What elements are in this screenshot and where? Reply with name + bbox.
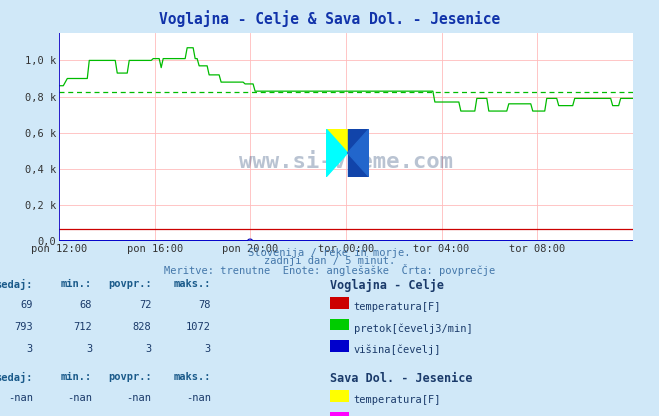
Text: temperatura[F]: temperatura[F]: [354, 302, 442, 312]
Text: 3: 3: [205, 344, 211, 354]
Text: zadnji dan / 5 minut.: zadnji dan / 5 minut.: [264, 256, 395, 266]
Text: Meritve: trenutne  Enote: anglešaške  Črta: povprečje: Meritve: trenutne Enote: anglešaške Črta…: [164, 264, 495, 276]
Polygon shape: [326, 129, 348, 177]
Text: Voglajna - Celje & Sava Dol. - Jesenice: Voglajna - Celje & Sava Dol. - Jesenice: [159, 10, 500, 27]
Text: -nan: -nan: [67, 394, 92, 404]
Text: -nan: -nan: [127, 415, 152, 416]
Text: temperatura[F]: temperatura[F]: [354, 395, 442, 405]
Polygon shape: [348, 129, 369, 177]
Text: 3: 3: [27, 344, 33, 354]
Polygon shape: [348, 129, 369, 177]
Text: 3: 3: [86, 344, 92, 354]
Text: sedaj:: sedaj:: [0, 372, 33, 383]
Text: -nan: -nan: [127, 394, 152, 404]
Text: 828: 828: [133, 322, 152, 332]
Text: Voglajna - Celje: Voglajna - Celje: [330, 279, 444, 292]
Text: 69: 69: [20, 300, 33, 310]
Text: povpr.:: povpr.:: [108, 279, 152, 289]
Text: pretok[čevelj3/min]: pretok[čevelj3/min]: [354, 323, 473, 334]
Text: 712: 712: [74, 322, 92, 332]
Text: maks.:: maks.:: [173, 279, 211, 289]
Text: -nan: -nan: [186, 394, 211, 404]
Text: 68: 68: [80, 300, 92, 310]
Text: 72: 72: [139, 300, 152, 310]
Text: maks.:: maks.:: [173, 372, 211, 382]
Text: Sava Dol. - Jesenice: Sava Dol. - Jesenice: [330, 372, 472, 385]
Text: min.:: min.:: [61, 279, 92, 289]
Text: 1072: 1072: [186, 322, 211, 332]
Text: -nan: -nan: [67, 415, 92, 416]
Text: Slovenija / reke in morje.: Slovenija / reke in morje.: [248, 248, 411, 258]
Text: www.si-vreme.com: www.si-vreme.com: [239, 152, 453, 172]
Text: sedaj:: sedaj:: [0, 279, 33, 290]
Text: višina[čevelj]: višina[čevelj]: [354, 345, 442, 355]
Text: 78: 78: [198, 300, 211, 310]
Bar: [326, 129, 348, 153]
Text: 793: 793: [14, 322, 33, 332]
Text: 3: 3: [146, 344, 152, 354]
Text: povpr.:: povpr.:: [108, 372, 152, 382]
Text: -nan: -nan: [8, 394, 33, 404]
Text: min.:: min.:: [61, 372, 92, 382]
Text: -nan: -nan: [8, 415, 33, 416]
Text: -nan: -nan: [186, 415, 211, 416]
